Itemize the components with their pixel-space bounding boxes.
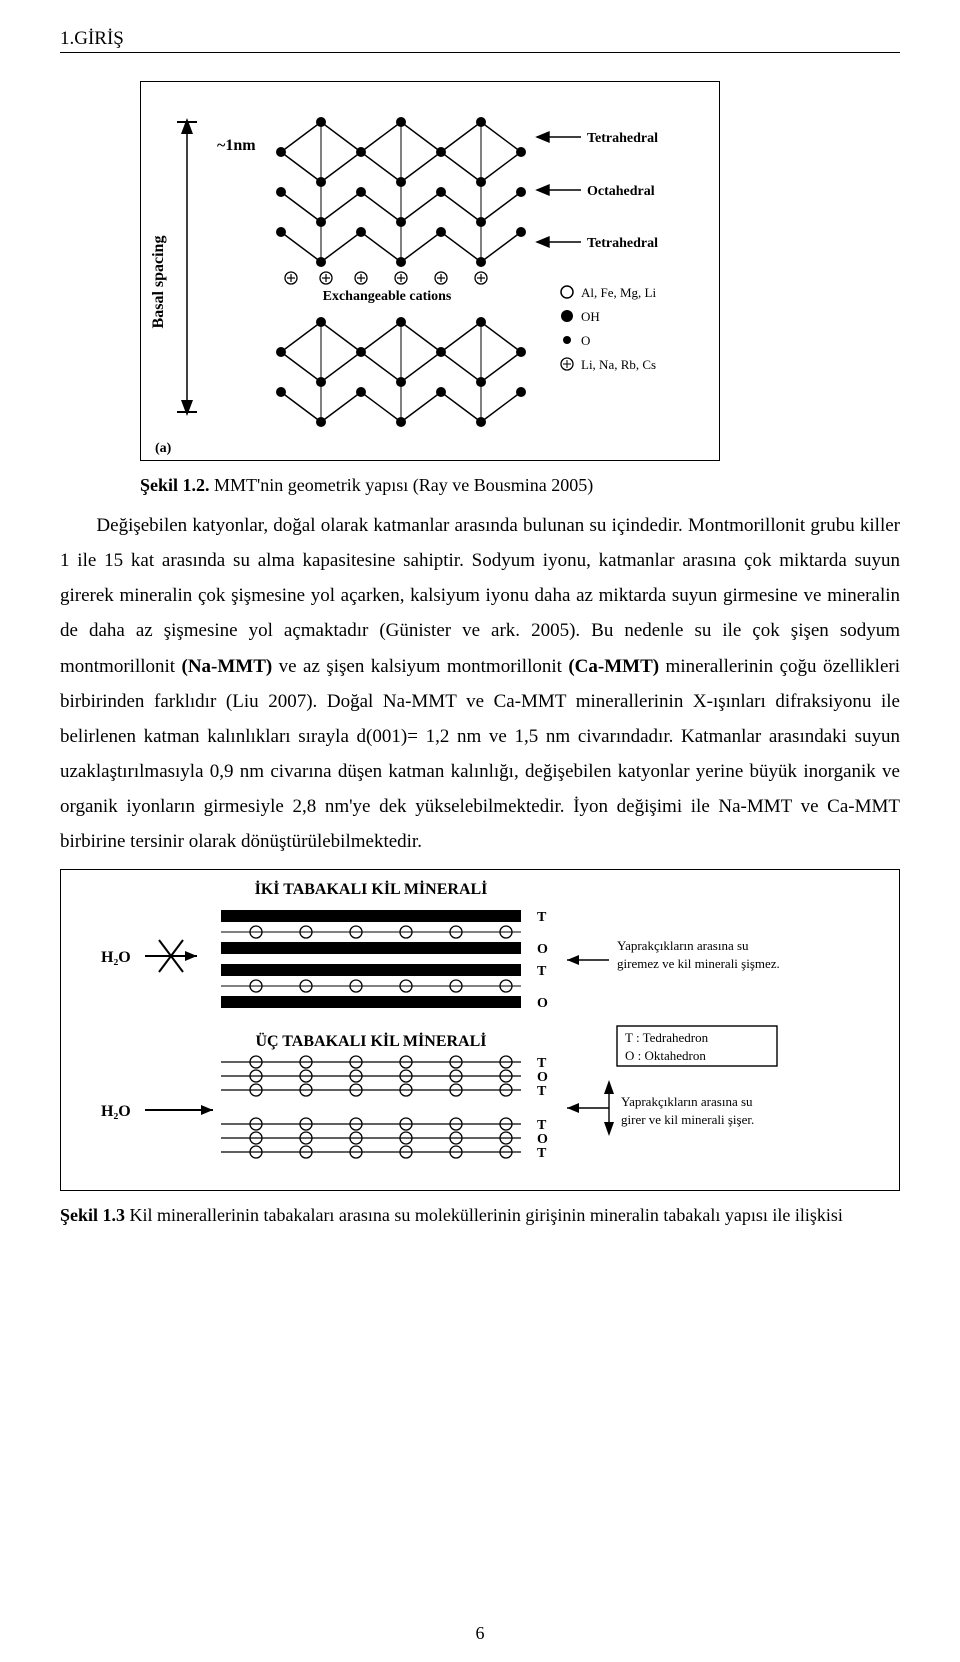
caption-fig2-rest: Kil minerallerinin tabakaları arasına su…	[125, 1205, 843, 1225]
h2o-blocked: H₂O	[101, 940, 197, 972]
svg-text:O: O	[401, 963, 410, 977]
upper-block: O O O O O O H H H H H H T O O O O O O O	[221, 909, 548, 1011]
svg-text:O: O	[401, 909, 410, 923]
svg-text:T: T	[537, 1146, 547, 1161]
svg-text:T: T	[537, 910, 547, 925]
lower-block: T O T T O T	[221, 1056, 548, 1161]
svg-text:O: O	[537, 1132, 548, 1147]
svg-text:H₂O: H₂O	[101, 1103, 131, 1120]
svg-text:T: T	[537, 1084, 547, 1099]
svg-text:H: H	[351, 995, 361, 1009]
page-number: 6	[476, 1623, 485, 1644]
label-oct: Octahedral	[587, 184, 655, 199]
svg-text:H: H	[301, 995, 311, 1009]
svg-text:giremez ve kil minerali şişmez: giremez ve kil minerali şişmez.	[617, 956, 780, 971]
caption-fig1-rest: MMT'nin geometrik yapısı (Ray ve Bousmin…	[210, 475, 594, 495]
svg-text:O: O	[351, 963, 360, 977]
svg-text:Yaprakçıkların arasına su: Yaprakçıkların arasına su	[617, 938, 749, 953]
figure-clay-layers: İKİ TABAKALI KİL MİNERALİ O O O O O O H H H H H H …	[60, 869, 900, 1191]
svg-text:T: T	[537, 1056, 547, 1071]
label-tet-2: Tetrahedral	[587, 236, 658, 251]
svg-text:H: H	[451, 995, 461, 1009]
figure-corner-label: (a)	[155, 441, 172, 456]
svg-text:O: O	[501, 963, 510, 977]
page-header: 1.GİRİŞ	[60, 28, 900, 53]
svg-text:H₂O: H₂O	[101, 949, 131, 966]
svg-text:O : Oktahedron: O : Oktahedron	[625, 1048, 706, 1063]
svg-text:O: O	[251, 909, 260, 923]
svg-text:O: O	[451, 909, 460, 923]
layer-arrows	[537, 132, 581, 247]
svg-text:H: H	[301, 941, 311, 955]
upper-note: Yaprakçıkların arasına su giremez ve kil…	[567, 938, 780, 971]
exchangeable-cations: Exchangeable cations	[285, 272, 487, 304]
svg-text:O: O	[251, 963, 260, 977]
legend-box: T : Tedrahedron O : Oktahedron	[617, 1026, 777, 1066]
svg-text:T: T	[537, 1118, 547, 1133]
svg-text:H: H	[501, 941, 511, 955]
svg-text:O: O	[451, 963, 460, 977]
svg-text:O: O	[581, 333, 590, 348]
svg-text:O: O	[537, 1070, 548, 1085]
body-paragraph: Değişebilen katyonlar, doğal olarak katm…	[60, 508, 900, 859]
svg-text:H: H	[351, 941, 361, 955]
svg-text:Li, Na, Rb, Cs: Li, Na, Rb, Cs	[581, 357, 656, 372]
svg-text:Yaprakçıkların arasına su: Yaprakçıkların arasına su	[621, 1094, 753, 1109]
lower-note: Yaprakçıkların arasına su girer ve kil m…	[567, 1080, 754, 1136]
label-tet-1: Tetrahedral	[587, 131, 658, 146]
caption-fig2-bold: Şekil 1.3	[60, 1205, 125, 1225]
dim-label: ~1nm	[217, 137, 256, 154]
svg-text:O: O	[351, 909, 360, 923]
svg-text:O: O	[537, 942, 548, 957]
caption-fig1-bold: Şekil 1.2.	[140, 475, 210, 495]
caption-fig1: Şekil 1.2. MMT'nin geometrik yapısı (Ray…	[140, 475, 900, 496]
svg-text:O: O	[537, 996, 548, 1011]
svg-text:OH: OH	[581, 309, 600, 324]
svg-text:T : Tedrahedron: T : Tedrahedron	[625, 1030, 709, 1045]
svg-text:H: H	[501, 995, 511, 1009]
svg-text:H: H	[401, 941, 411, 955]
fig2-title-upper: İKİ TABAKALI KİL MİNERALİ	[255, 879, 488, 898]
h2o-enters: H₂O	[101, 1103, 213, 1120]
fig2-title-lower: ÜÇ TABAKALI KİL MİNERALİ	[255, 1031, 486, 1050]
figure-mmt-structure: Basal spacing ~1nm (a)	[140, 81, 720, 461]
svg-text:T: T	[537, 964, 547, 979]
svg-text:O: O	[301, 909, 310, 923]
svg-text:Al, Fe, Mg, Li: Al, Fe, Mg, Li	[581, 285, 657, 300]
basal-spacing-label: Basal spacing	[150, 236, 167, 329]
figure-legend: Al, Fe, Mg, Li OH O Li, Na, Rb, Cs	[561, 285, 657, 372]
svg-text:H: H	[401, 995, 411, 1009]
caption-fig2: Şekil 1.3 Kil minerallerinin tabakaları …	[60, 1205, 900, 1226]
svg-text:H: H	[251, 995, 261, 1009]
svg-text:girer ve kil minerali şişer.: girer ve kil minerali şişer.	[621, 1112, 754, 1127]
exch-cations-label: Exchangeable cations	[323, 289, 452, 304]
svg-text:H: H	[251, 941, 261, 955]
svg-text:H: H	[451, 941, 461, 955]
svg-text:O: O	[301, 963, 310, 977]
bottom-cluster	[276, 317, 526, 427]
svg-text:O: O	[501, 909, 510, 923]
top-cluster	[276, 117, 526, 267]
